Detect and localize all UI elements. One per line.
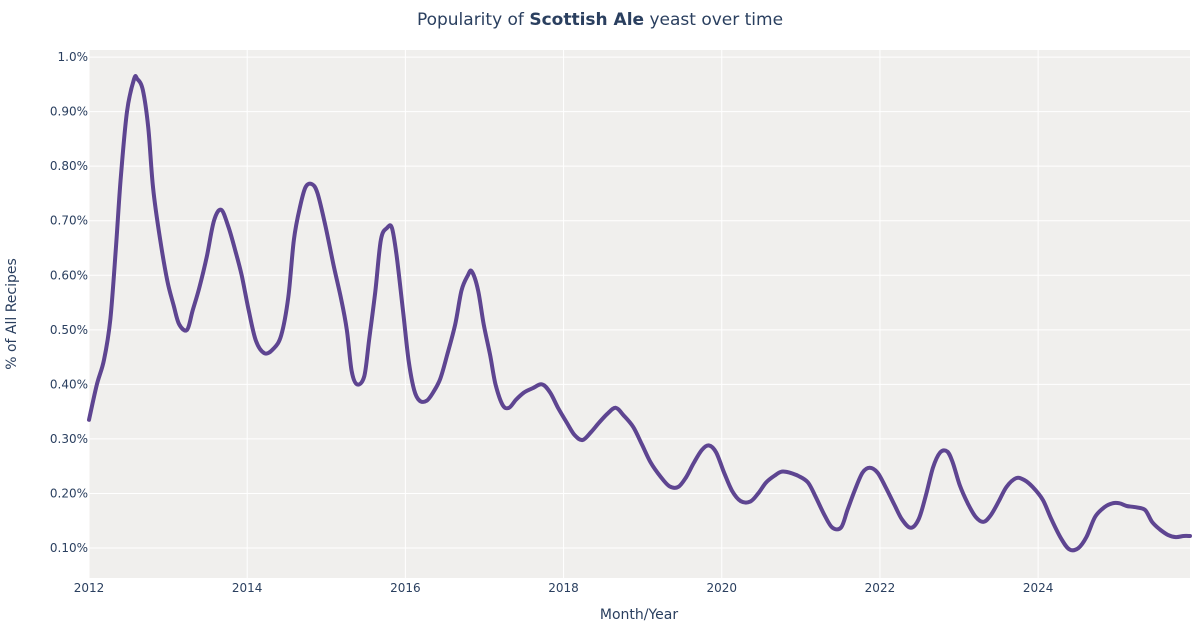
y-tick-label: 0.20%: [50, 486, 88, 500]
x-axis-label: Month/Year: [600, 607, 678, 623]
y-tick-label: 0.30%: [50, 432, 88, 446]
x-tick-label: 2020: [706, 581, 737, 595]
x-tick-label: 2016: [390, 581, 421, 595]
y-tick-label: 0.70%: [50, 214, 88, 228]
x-tick-label: 2012: [74, 581, 105, 595]
chart-title: Popularity of Scottish Ale yeast over ti…: [417, 10, 783, 30]
y-tick-label: 1.0%: [58, 50, 89, 64]
x-tick-label: 2022: [865, 581, 896, 595]
x-axis-ticks: 2012 2014 2016 2018 2020 2022 2024: [74, 581, 1054, 595]
plot-area: [89, 50, 1190, 578]
x-tick-label: 2018: [548, 581, 579, 595]
y-tick-label: 0.50%: [50, 323, 88, 337]
y-tick-label: 0.10%: [50, 541, 88, 555]
y-axis-label: % of All Recipes: [4, 258, 20, 370]
y-tick-label: 0.60%: [50, 268, 88, 282]
title-prefix: Popularity of: [417, 10, 529, 30]
y-tick-label: 0.40%: [50, 377, 88, 391]
title-bold: Scottish Ale: [529, 10, 644, 30]
y-tick-label: 0.90%: [50, 105, 88, 119]
x-tick-label: 2014: [232, 581, 263, 595]
y-axis-ticks: 0.10% 0.20% 0.30% 0.40% 0.50% 0.60% 0.70% 0.80%…: [50, 50, 88, 555]
title-suffix: yeast over time: [644, 10, 783, 30]
series-line: [87, 74, 1192, 553]
y-tick-label: 0.80%: [50, 159, 88, 173]
x-tick-label: 2024: [1023, 581, 1054, 595]
